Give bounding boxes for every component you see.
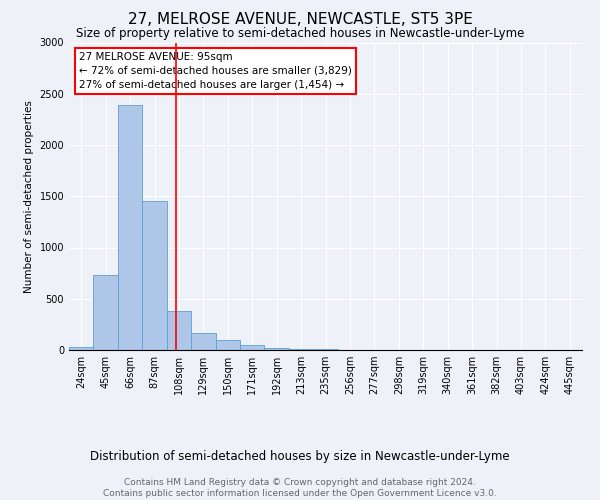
Bar: [289, 349, 313, 350]
Bar: [118, 105, 142, 350]
Bar: [167, 311, 191, 350]
Text: Contains HM Land Registry data © Crown copyright and database right 2024.
Contai: Contains HM Land Registry data © Crown c…: [103, 478, 497, 498]
Y-axis label: Number of semi-detached properties: Number of semi-detached properties: [24, 100, 34, 292]
Bar: [215, 340, 240, 350]
Text: 27 MELROSE AVENUE: 95sqm
← 72% of semi-detached houses are smaller (3,829)
27% o: 27 MELROSE AVENUE: 95sqm ← 72% of semi-d…: [79, 52, 352, 90]
Bar: [94, 275, 118, 350]
Bar: [265, 348, 289, 350]
Bar: [240, 345, 265, 350]
Text: 27, MELROSE AVENUE, NEWCASTLE, ST5 3PE: 27, MELROSE AVENUE, NEWCASTLE, ST5 3PE: [128, 12, 472, 28]
Bar: [313, 349, 338, 350]
Bar: [69, 347, 94, 350]
Text: Distribution of semi-detached houses by size in Newcastle-under-Lyme: Distribution of semi-detached houses by …: [90, 450, 510, 463]
Bar: [142, 202, 167, 350]
Text: Size of property relative to semi-detached houses in Newcastle-under-Lyme: Size of property relative to semi-detach…: [76, 28, 524, 40]
Bar: [191, 333, 215, 350]
